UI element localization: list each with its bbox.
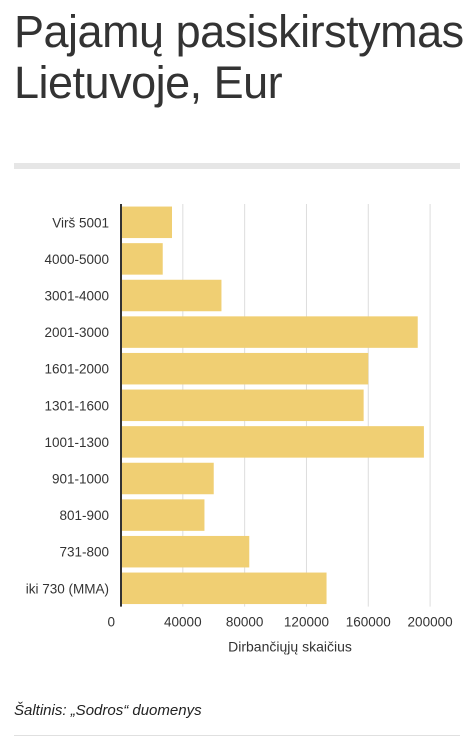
source-note: Šaltinis: „Sodros“ duomenys [14,702,202,719]
y-category-label: 1601-2000 [44,362,109,377]
y-category-label: 4000-5000 [44,252,109,267]
title-divider [14,163,460,169]
bar [121,243,163,275]
x-tick-label: 200000 [408,615,453,630]
bar [121,316,418,348]
bar [121,279,222,312]
y-category-label: 1301-1600 [44,398,109,413]
x-tick-label: 0 [107,615,115,630]
value-tick-labels: 0 40000 80000 120000 160000 200000 [107,615,452,630]
bar [121,462,214,495]
bar-chart: Virš 5001 4000-5000 3001-4000 2001-3000 1601… [26,204,453,655]
y-category-label: 731-800 [59,545,109,560]
bar [121,206,172,239]
x-tick-label: 40000 [164,615,202,630]
bar [121,499,205,531]
bar [121,352,369,385]
y-category-label: 3001-4000 [44,289,109,304]
bars [121,206,424,605]
x-axis-title: Dirbančiųjų skaičius [228,639,352,655]
chart-title: Pajamų pasiskirstymas Lietuvoje, Eur [14,6,464,108]
x-tick-label: 120000 [284,615,329,630]
bar [121,426,424,458]
y-category-label: iki 730 (MMA) [26,581,109,596]
y-category-label: 1001-1300 [44,435,109,450]
x-tick-label: 160000 [346,615,391,630]
bar [121,389,364,422]
bar [121,572,327,605]
bottom-divider [14,735,460,736]
y-category-label: 801-900 [59,508,109,523]
x-tick-label: 80000 [226,615,264,630]
y-category-label: 2001-3000 [44,325,109,340]
y-category-label: Virš 5001 [52,215,109,230]
bar [121,535,250,568]
y-category-label: 901-1000 [52,472,109,487]
category-labels: Virš 5001 4000-5000 3001-4000 2001-3000 1601… [26,215,109,596]
